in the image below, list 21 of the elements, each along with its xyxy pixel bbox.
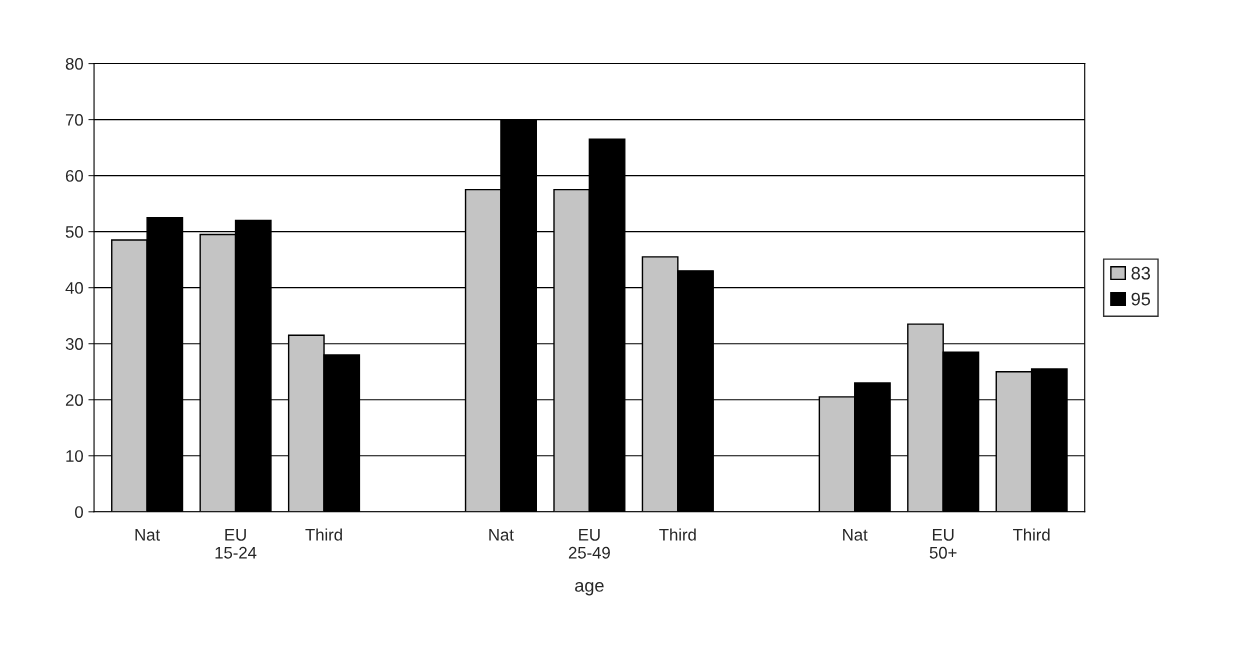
y-tick-label: 40 — [65, 282, 83, 294]
y-tick-label: 10 — [66, 450, 83, 462]
legend-label: 95 — [1131, 292, 1151, 306]
y-tick-label: 30 — [65, 338, 83, 350]
x-tick-label: Third — [659, 528, 696, 541]
x-tick-label: Third — [1013, 528, 1050, 541]
y-tick-label: 70 — [65, 113, 83, 126]
x-tick-label: Third — [305, 528, 342, 541]
legend-label: 83 — [1131, 266, 1151, 280]
x-tick-label: EU 25-49 — [568, 529, 610, 559]
x-axis-title: age — [575, 581, 604, 596]
x-tick-label: Nat — [135, 529, 160, 541]
y-tick-label: 80 — [65, 57, 83, 70]
y-tick-label: 50 — [65, 226, 83, 238]
x-tick-label: Nat — [489, 529, 514, 541]
y-tick-label: 60 — [65, 170, 83, 182]
x-tick-label: Nat — [843, 529, 868, 541]
x-tick-label: EU 15-24 — [215, 529, 257, 559]
x-tick-label: EU 50+ — [929, 529, 957, 559]
y-tick-label: 0 — [75, 506, 83, 518]
y-tick-label: 20 — [65, 394, 83, 406]
